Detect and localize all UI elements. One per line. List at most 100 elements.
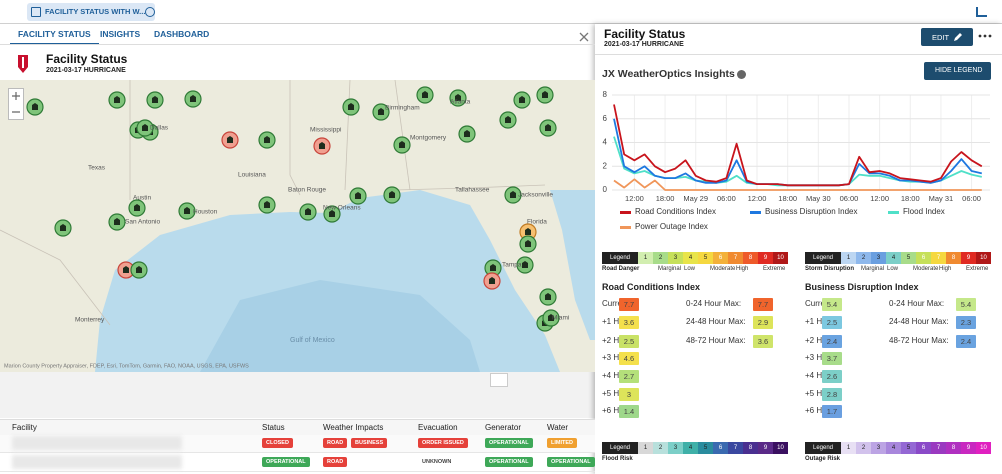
scale-step: 5 [901, 252, 916, 264]
facility-icon [422, 91, 428, 98]
scale-step: 10 [976, 442, 991, 454]
map-gulf-deep [200, 280, 480, 372]
edit-button[interactable]: EDIT [921, 28, 973, 46]
status-badge: ORDER ISSUED [418, 438, 468, 448]
column-header[interactable]: Evacuation [418, 423, 458, 432]
scale-step: 1 [638, 252, 653, 264]
column-header[interactable]: Status [262, 423, 285, 432]
close-button[interactable] [578, 31, 590, 43]
index-value-badge: 1.7 [822, 405, 842, 418]
scale-step: 1 [841, 252, 856, 264]
facility-icon [355, 192, 361, 199]
index-value-badge: 2.3 [956, 316, 976, 329]
more-menu[interactable] [978, 33, 992, 39]
table-row [0, 454, 595, 472]
edit-icon [954, 33, 962, 41]
index-value-badge: 3.6 [753, 335, 773, 348]
scale-step: 9 [961, 252, 976, 264]
column-header[interactable]: Weather Impacts [323, 423, 384, 432]
series-line [613, 104, 983, 187]
panel-tab[interactable]: INSIGHTS [100, 29, 141, 39]
scale-step: 3 [871, 442, 886, 454]
scale-step: 8 [743, 252, 758, 264]
scale-step: 9 [758, 442, 773, 454]
facility-icon [399, 141, 405, 148]
map-place-label: Atlanta [450, 99, 471, 106]
x-tick-label: 18:00 [656, 194, 675, 203]
scale-name: Storm Disruption [805, 266, 854, 272]
scale-step: 6 [916, 442, 931, 454]
scale-step: 7 [728, 442, 743, 454]
y-tick-label: 0 [603, 185, 608, 194]
scale-step: 10 [773, 252, 788, 264]
index-value-badge: 2.5 [822, 316, 842, 329]
facility-icon [227, 136, 233, 143]
x-tick-label: May 29 [683, 194, 708, 203]
scale-name: Flood Risk [602, 456, 633, 462]
scale-heading: Legend [805, 252, 841, 264]
x-tick-label: 06:00 [962, 194, 981, 203]
facility-icon [190, 95, 196, 102]
map-place-label: Austin [133, 195, 151, 202]
column-header[interactable]: Generator [485, 423, 522, 432]
status-badge: OPERATIONAL [485, 438, 533, 448]
zoom-control [8, 88, 24, 120]
index-row-label: 0-24 Hour Max: [686, 299, 742, 308]
collapse-button[interactable] [490, 373, 508, 387]
facility-icon [490, 264, 496, 271]
legend-label: Flood Index [903, 207, 945, 216]
hide-legend-button[interactable]: HIDE LEGEND [924, 62, 991, 80]
index-value-badge: 7.7 [753, 298, 773, 311]
map-place-label: San Antonio [125, 219, 160, 226]
tab-chip[interactable] [27, 3, 155, 21]
tab-close[interactable] [145, 7, 155, 17]
panel-tab[interactable]: FACILITY STATUS [10, 26, 99, 45]
scale-step: 7 [728, 252, 743, 264]
index-value-badge: 2.6 [822, 370, 842, 383]
toolbar-icon[interactable] [976, 7, 987, 17]
map-ocean [550, 190, 595, 340]
page-title: Facility Status [46, 52, 128, 66]
map-border [394, 80, 411, 191]
help-icon [737, 70, 746, 79]
map-place-label: New Orleans [323, 205, 361, 212]
logo-bar [22, 57, 24, 68]
index-value-badge: 5.4 [822, 298, 842, 311]
index-title: Road Conditions Index [602, 282, 700, 292]
facility-icon [136, 266, 142, 273]
index-value-badge: 3.7 [822, 352, 842, 365]
right-panel [595, 24, 1002, 474]
tab-label[interactable]: FACILITY STATUS WITH W... [45, 7, 146, 16]
facility-icon [519, 96, 525, 103]
facility-icon [545, 124, 551, 131]
scale-level: High [939, 266, 952, 272]
line-chart: 12:00 18:00 May 29 06:00 12:00 18:00 May 30 06:… [603, 90, 990, 203]
facility-icon [114, 218, 120, 225]
facility-icon [378, 108, 384, 115]
index-row-label: 48-72 Hour Max: [889, 336, 949, 345]
facility-icon [305, 208, 311, 215]
scale-step: 3 [668, 252, 683, 264]
page-subtitle: 2021-03-17 HURRICANE [46, 67, 126, 74]
map-place-label: Gulf of Mexico [290, 337, 335, 344]
column-header[interactable]: Water [547, 423, 569, 432]
legend-swatch [888, 211, 899, 214]
map-place-label: Birmingham [385, 105, 420, 112]
facility-icon [542, 91, 548, 98]
x-tick-label: 18:00 [778, 194, 797, 203]
map-place-label: Monterrey [75, 317, 105, 324]
facility-icon [464, 130, 470, 137]
menu-dot [978, 34, 982, 38]
facility-icon [489, 277, 495, 284]
menu-dot [983, 34, 987, 38]
table-header-row [0, 419, 595, 435]
column-header[interactable]: Facility [12, 423, 37, 432]
legend-swatch [620, 211, 631, 214]
panel-tab[interactable]: DASHBOARD [154, 29, 210, 39]
index-value-badge: 3 [619, 388, 639, 401]
status-badge: CLOSED [262, 438, 293, 448]
scale-level: Extreme [763, 266, 786, 272]
status-badge: ROAD [323, 457, 348, 467]
facility-icon [525, 240, 531, 247]
map-place-label: Tampa [502, 262, 522, 269]
